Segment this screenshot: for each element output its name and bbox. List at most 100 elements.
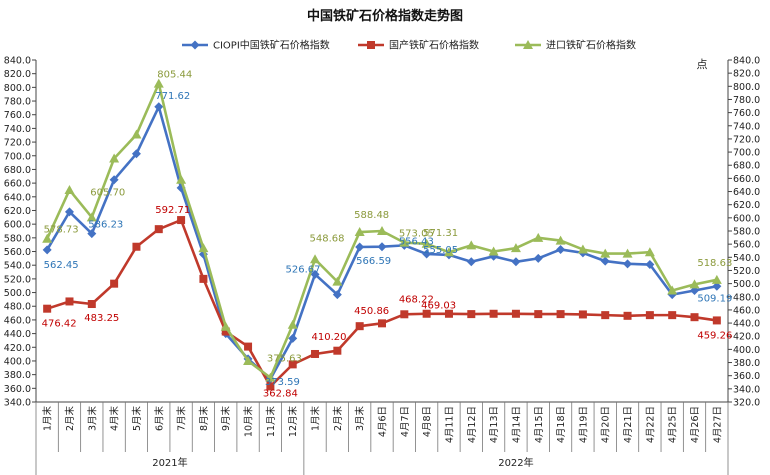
x-tick-label: 6月末 (153, 406, 165, 432)
y-right-tick-label: 620.0 (733, 200, 760, 211)
y-tick-label: 520.0 (4, 274, 31, 285)
data-point (623, 259, 633, 269)
data-point (377, 226, 387, 235)
data-point (199, 274, 208, 283)
data-point (131, 149, 141, 159)
data-point (86, 212, 97, 222)
x-tick-label: 4月13日 (489, 406, 500, 443)
data-point (578, 310, 587, 319)
data-label: 468.22 (399, 294, 434, 305)
data-label: 555.05 (423, 245, 458, 256)
y-tick-label: 480.0 (4, 302, 31, 313)
data-point (644, 247, 655, 257)
data-point (555, 235, 566, 245)
y-right-tick-label: 340.0 (733, 384, 760, 395)
data-label: 548.68 (310, 233, 345, 244)
legend-item: 国产铁矿石价格指数 (358, 39, 479, 52)
y-right-tick-label: 640.0 (733, 187, 760, 198)
x-tick-label: 4月25日 (668, 406, 679, 443)
x-tick-label: 4月18日 (556, 406, 567, 443)
data-point (310, 254, 321, 264)
y-right-tick-label: 360.0 (733, 371, 760, 382)
y-right-tick-label: 700.0 (733, 148, 760, 159)
data-label: 476.42 (42, 319, 77, 330)
y-right-tick-label: 600.0 (733, 213, 760, 224)
y-right-tick-label: 840.0 (733, 56, 760, 67)
y-right-tick-label: 660.0 (733, 174, 760, 185)
data-point (534, 310, 543, 319)
data-point (422, 249, 432, 259)
y-right-tick-label: 420.0 (733, 332, 760, 343)
legend-label: 国产铁矿石价格指数 (389, 39, 479, 52)
data-point (510, 243, 521, 253)
data-point (378, 319, 386, 328)
y-right-tick-label: 520.0 (733, 266, 760, 277)
data-label: 483.25 (84, 313, 119, 324)
data-label: 771.62 (155, 91, 190, 102)
data-point (466, 257, 476, 267)
data-point (65, 297, 74, 306)
y-tick-label: 800.0 (4, 83, 31, 94)
data-point (600, 256, 610, 266)
y-right-tick-label: 320.0 (733, 398, 760, 409)
x-tick-label: 5月末 (131, 406, 143, 432)
y-tick-label: 400.0 (4, 356, 31, 367)
series-2 (43, 216, 721, 391)
data-point (154, 102, 164, 112)
data-point (421, 238, 432, 248)
data-label: 571.31 (423, 228, 458, 239)
data-point (712, 316, 721, 325)
data-label: 526.67 (286, 264, 321, 275)
x-tick-label: 4月27日 (712, 406, 723, 443)
data-point (556, 244, 566, 254)
data-point (577, 244, 588, 254)
y-tick-label: 820.0 (4, 69, 31, 80)
x-tick-label: 4月19日 (578, 406, 589, 443)
data-point (556, 310, 565, 319)
data-point (310, 269, 320, 279)
x-tick-label: 4月末 (109, 406, 121, 432)
data-point (466, 240, 477, 250)
chart-title: 中国铁矿石价格指数走势图 (307, 8, 463, 24)
data-point (400, 310, 409, 319)
y-tick-label: 680.0 (4, 165, 31, 176)
data-point (444, 309, 453, 318)
axes: 340.0 360.0 380.0 400.0 420.0 440.0 460.0 480.0… (4, 56, 760, 475)
data-point (600, 248, 611, 258)
category-group-label: 2022年 (498, 456, 533, 469)
x-tick-label: 4月14日 (511, 406, 522, 443)
data-label: 566.59 (356, 256, 391, 267)
legend-label: 进口铁矿石价格指数 (546, 39, 636, 52)
data-point (131, 129, 142, 139)
data-labels: 562.45 586.23 771.62 373.59 526.67 566.59 556.… (42, 70, 733, 400)
x-tick-label: 4月11日 (444, 406, 455, 443)
y-tick-label: 720.0 (4, 138, 31, 149)
data-point (153, 78, 164, 88)
data-label: 588.48 (354, 210, 389, 221)
data-point (622, 248, 633, 258)
data-point (601, 311, 610, 320)
data-label: 450.86 (354, 306, 389, 317)
data-point (333, 346, 342, 355)
legend-swatch-marker (190, 40, 200, 50)
x-tick-label: 2月末 (64, 406, 76, 432)
data-point (244, 342, 253, 351)
data-point (332, 276, 343, 286)
y-right-tick-label: 720.0 (733, 134, 760, 145)
data-point (287, 319, 298, 329)
data-point (689, 279, 700, 289)
y-right-tick-label: 560.0 (733, 240, 760, 251)
data-point (645, 311, 654, 320)
data-point (533, 253, 543, 263)
y-tick-label: 420.0 (4, 343, 31, 354)
data-point (712, 281, 722, 291)
data-point (177, 216, 186, 225)
y-tick-label: 780.0 (4, 97, 31, 108)
y-tick-label: 560.0 (4, 247, 31, 258)
y-right-tick-label: 580.0 (733, 227, 760, 238)
data-label: 605.70 (90, 187, 125, 198)
legend-item: CIOPI中国铁矿石价格指数 (182, 39, 330, 52)
data-point (109, 175, 119, 185)
x-tick-label: 4月22日 (645, 406, 656, 443)
x-tick-label: 12月末 (287, 406, 299, 438)
